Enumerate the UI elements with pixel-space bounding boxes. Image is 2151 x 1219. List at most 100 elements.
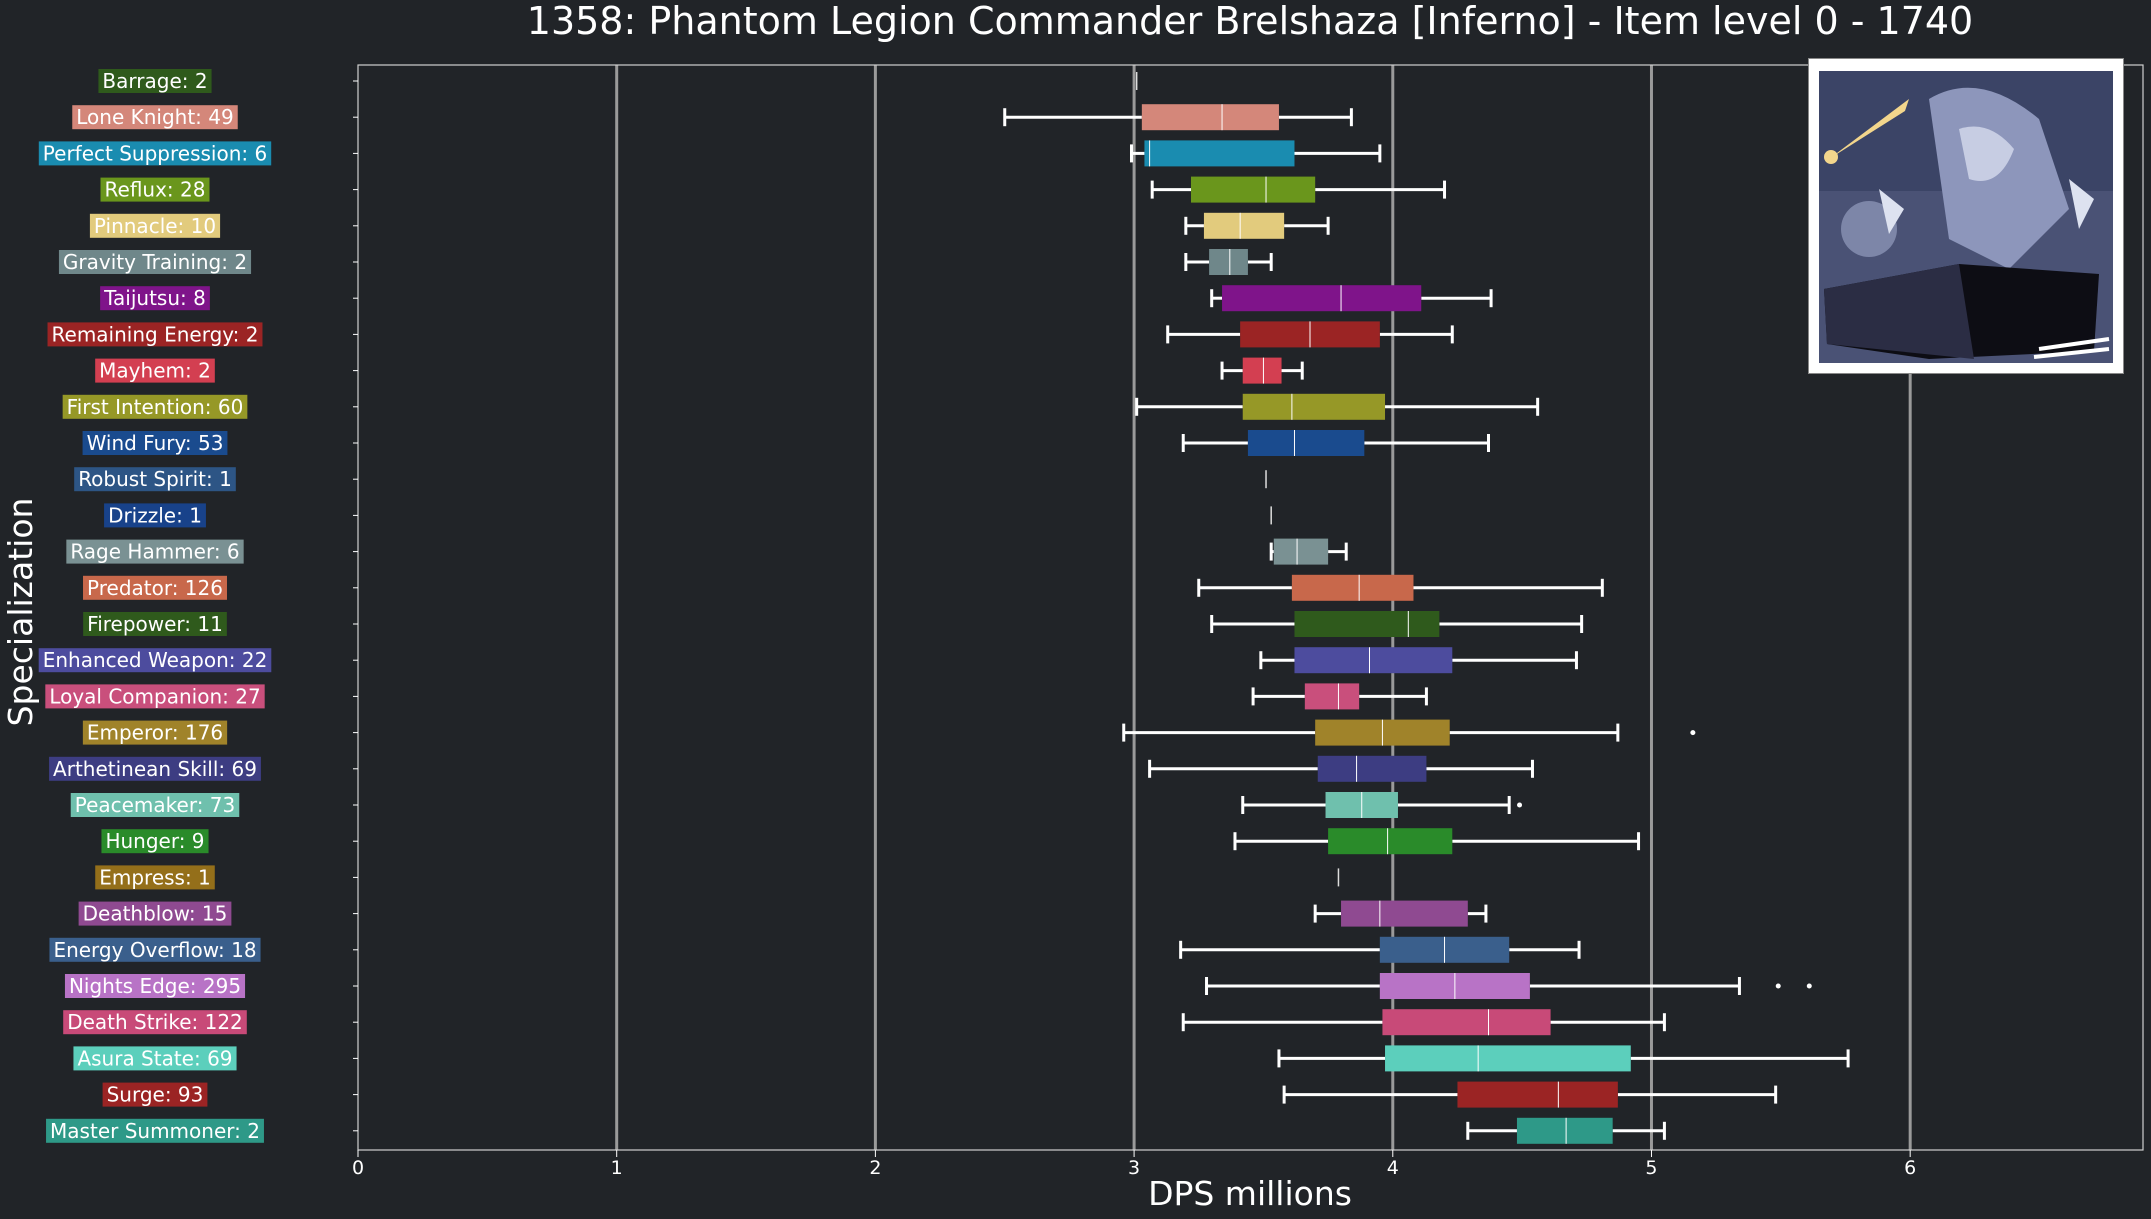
box-row: [1122, 719, 1696, 746]
box-row: [1251, 683, 1428, 710]
iqr-box: [1328, 828, 1453, 855]
y-category-label-background: [100, 177, 210, 202]
y-category-label: Asura State: 69: [77, 1046, 232, 1070]
y-category-label: Robust Spirit: 1: [78, 467, 232, 491]
box-row: [1269, 538, 1348, 565]
x-axis-label: DPS millions: [1148, 1174, 1352, 1213]
box-row: [1181, 1009, 1666, 1036]
y-category-label-background: [89, 213, 221, 238]
y-category-label-background: [74, 467, 236, 492]
outlier-point: [1690, 730, 1696, 736]
x-tick-label: 1: [611, 1157, 623, 1179]
y-category-label-background: [83, 575, 227, 600]
iqr-box: [1516, 1117, 1613, 1144]
x-tick-label: 2: [869, 1157, 881, 1179]
outlier-point: [1775, 983, 1781, 989]
outlier-point: [1806, 983, 1812, 989]
y-category-label: Taijutsu: 8: [103, 286, 206, 310]
y-category-label: Deathblow: 15: [83, 902, 228, 926]
box-row: [1135, 393, 1540, 420]
y-category-label: Master Summoner: 2: [50, 1119, 260, 1143]
boss-illustration: [1819, 71, 2113, 363]
box-row: [1259, 647, 1578, 674]
box-row: [1003, 104, 1353, 131]
y-category-label-background: [38, 141, 272, 166]
y-category-label-background: [100, 286, 210, 311]
x-tick-label: 6: [1904, 1157, 1916, 1179]
plot-frame: [357, 64, 2144, 1151]
y-category-label-background: [45, 684, 265, 709]
y-category-label-background: [62, 394, 248, 419]
y-category-label-background: [66, 539, 244, 564]
iqr-box: [1203, 212, 1285, 239]
y-category-label: Remaining Energy: 2: [52, 322, 259, 346]
y-category-label: Pinnacle: 10: [94, 214, 216, 238]
box-row: [1184, 249, 1273, 275]
y-category-label-background: [95, 865, 215, 890]
iqr-box: [1291, 574, 1414, 601]
y-category-label: Firepower: 11: [87, 612, 223, 636]
y-axis-category-labels: Barrage: 2 Lone Knight: 49 Perfect Suppres…: [38, 69, 358, 1143]
y-category-label: Rage Hammer: 6: [70, 540, 239, 564]
iqr-box: [1209, 249, 1248, 275]
y-category-label-background: [46, 1118, 264, 1143]
box-row: [1205, 973, 1812, 999]
iqr-box: [1317, 755, 1427, 782]
box-row: [1197, 574, 1604, 601]
y-category-label-background: [82, 431, 228, 455]
y-category-label-background: [70, 793, 240, 817]
chart-title: 1358: Phantom Legion Commander Brelshaza…: [527, 0, 1973, 43]
iqr-box: [1191, 176, 1316, 203]
iqr-box: [1242, 357, 1282, 384]
box-row: [1184, 212, 1330, 239]
y-category-label: Empress: 1: [99, 865, 211, 889]
x-tick-label: 4: [1387, 1157, 1399, 1179]
outlier-point: [1517, 802, 1523, 808]
y-category-label: Nights Edge: 295: [69, 974, 241, 998]
x-tick-label: 0: [352, 1157, 364, 1179]
x-tick-label: 3: [1128, 1157, 1140, 1179]
y-category-label-background: [58, 250, 252, 274]
y-category-label: Peacemaker: 73: [75, 793, 236, 817]
y-category-label-background: [102, 1082, 208, 1107]
box-row: [1466, 1117, 1666, 1144]
y-category-label: Lone Knight: 49: [76, 105, 233, 129]
iqr-box: [1222, 285, 1422, 312]
y-category-label-background: [49, 756, 261, 781]
y-category-label-background: [49, 937, 261, 962]
iqr-box: [1273, 538, 1329, 565]
x-axis-ticks: 0 1 2 3 4 5 6: [352, 1150, 1916, 1179]
box-row: [1166, 321, 1454, 348]
y-category-label: Barrage: 2: [102, 69, 207, 93]
y-category-label: First Intention: 60: [67, 395, 244, 419]
y-category-label-background: [83, 612, 227, 636]
boss-portrait-image: [1808, 58, 2124, 374]
y-category-label: Loyal Companion: 27: [49, 684, 260, 708]
y-category-label-background: [64, 974, 246, 998]
iqr-box: [1382, 1009, 1551, 1036]
box-row: [1179, 936, 1581, 963]
box-row: [1220, 357, 1304, 384]
iqr-box: [1144, 140, 1295, 167]
box-row: [1313, 900, 1488, 927]
iqr-box: [1341, 900, 1468, 927]
y-category-label: Surge: 93: [107, 1083, 204, 1107]
y-category-label: Enhanced Weapon: 22: [43, 648, 268, 672]
y-category-label: Emperor: 176: [87, 721, 223, 745]
iqr-box: [1294, 647, 1453, 674]
iqr-box: [1457, 1081, 1618, 1108]
y-category-label: Perfect Suppression: 6: [43, 141, 267, 165]
y-category-label: Arthetinean Skill: 69: [53, 757, 257, 781]
iqr-box: [1247, 430, 1365, 456]
y-category-label: Predator: 126: [87, 576, 223, 600]
box-row: [1282, 1081, 1778, 1108]
box-row: [1148, 755, 1534, 782]
y-category-label-background: [47, 322, 263, 347]
box-row: [1277, 1045, 1850, 1072]
iqr-box: [1304, 683, 1360, 710]
iqr-box: [1141, 104, 1279, 131]
y-category-label-background: [78, 901, 232, 926]
y-category-label-background: [38, 648, 272, 673]
y-axis-label: Specialization: [1, 498, 40, 727]
